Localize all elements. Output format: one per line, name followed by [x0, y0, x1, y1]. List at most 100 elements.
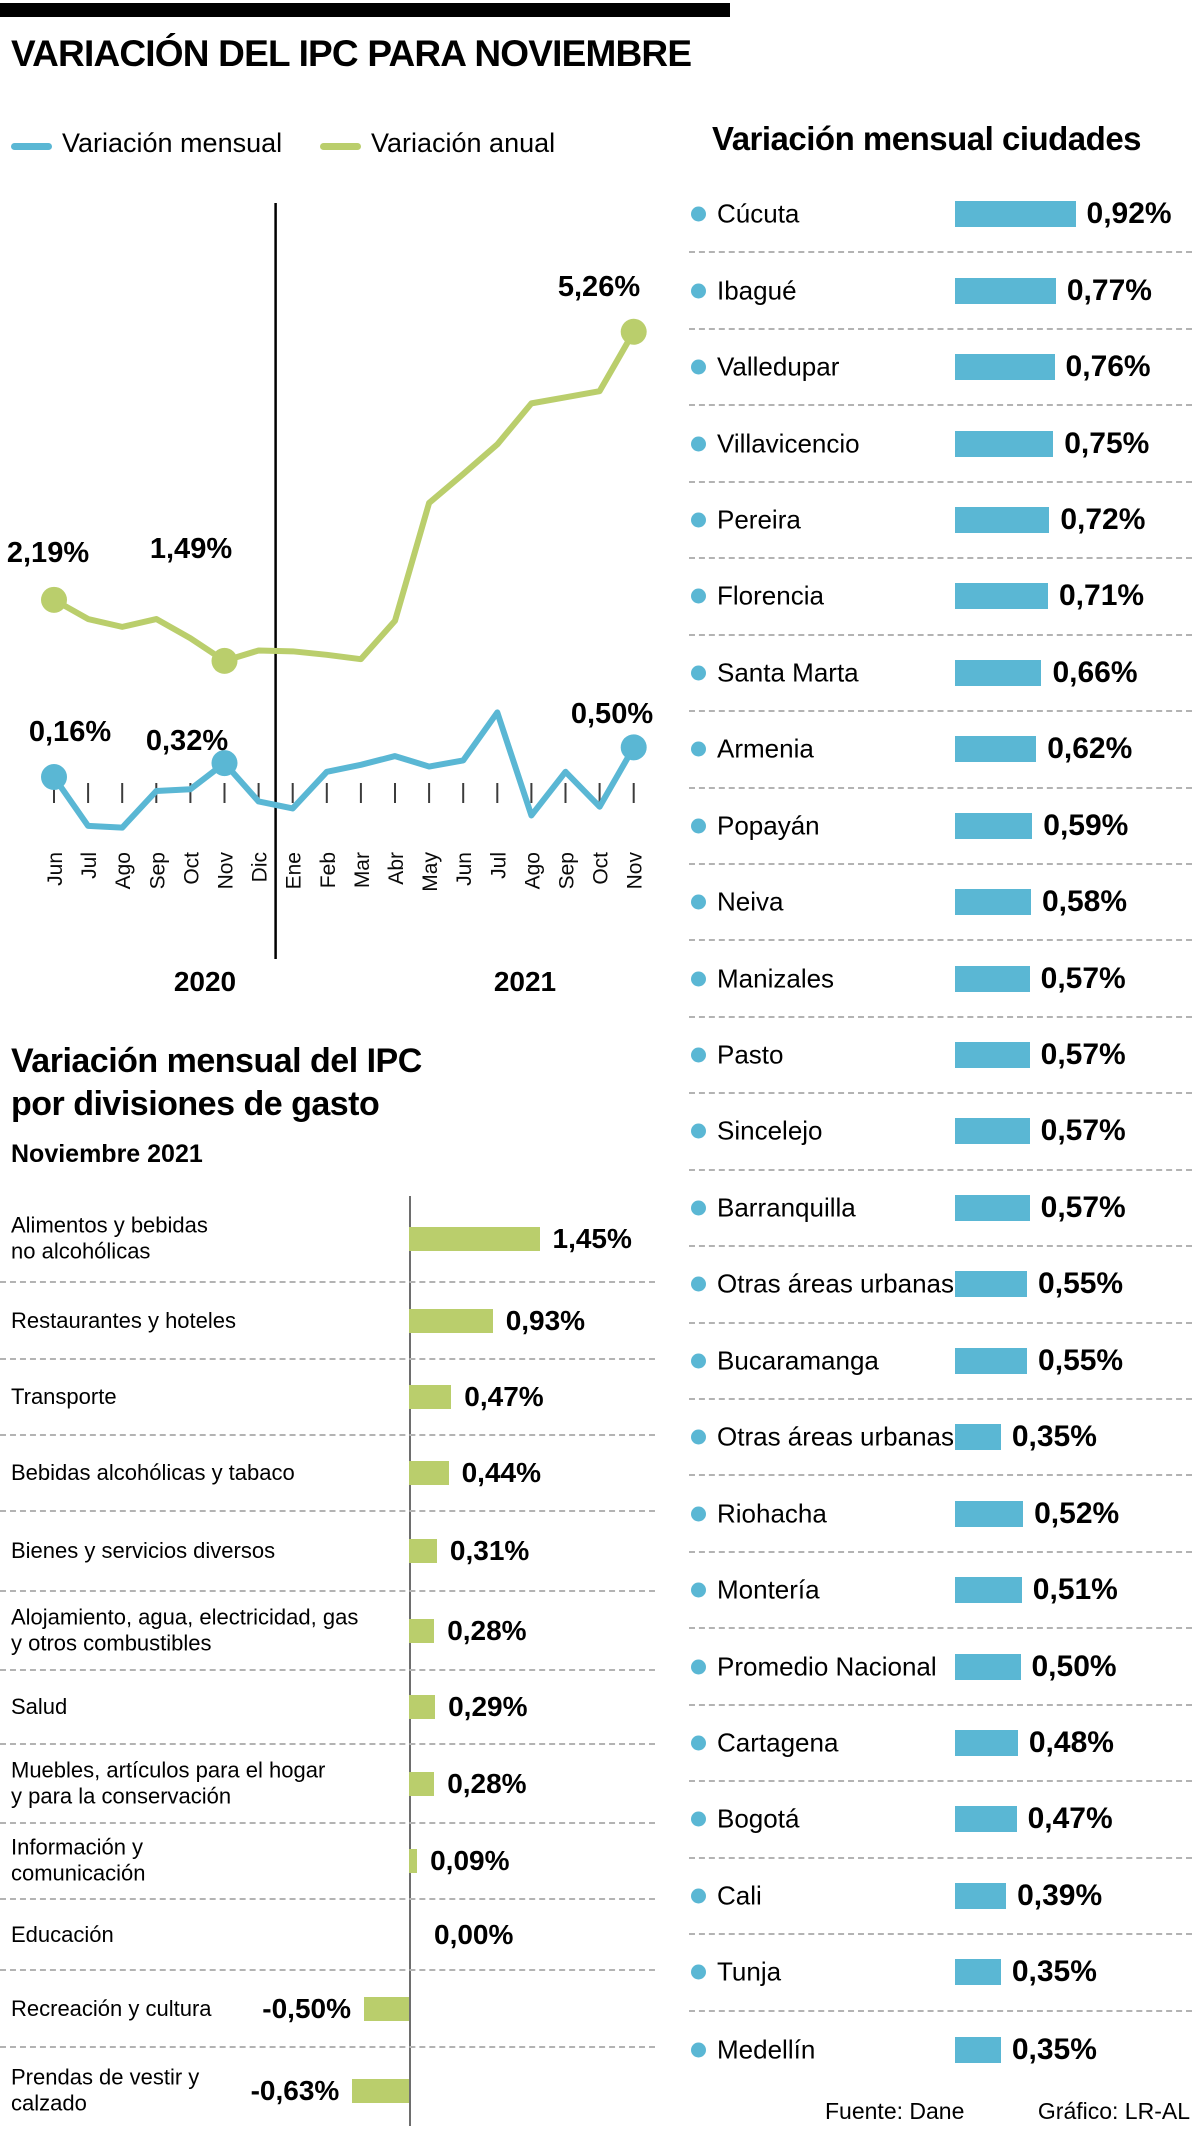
division-bar	[352, 2079, 409, 2103]
city-row: Neiva 0,58%	[689, 865, 1192, 942]
division-label: Alojamiento, agua, electricidad, gas y ot…	[11, 1604, 359, 1656]
city-row: Tunja 0,35%	[689, 1935, 1192, 2012]
division-row: Bienes y servicios diversos 0,31%	[0, 1512, 655, 1592]
x-axis-month-label: Nov	[624, 852, 647, 890]
city-name: Pereira	[717, 504, 801, 535]
city-name: Tunja	[717, 1956, 782, 1987]
city-bar	[955, 1347, 1028, 1374]
data-point-label: 0,16%	[29, 716, 111, 748]
city-value: 0,35%	[1011, 1955, 1097, 1989]
city-value: 0,57%	[1040, 1190, 1126, 1224]
division-bar	[409, 1226, 540, 1251]
city-row: Otras áreas urbanas 0,35%	[689, 1400, 1192, 1477]
city-bullet-icon	[691, 206, 706, 222]
city-name: Neiva	[717, 886, 784, 917]
division-value: 0,00%	[434, 1918, 514, 1950]
city-bar	[955, 812, 1033, 839]
city-bullet-icon	[691, 359, 706, 375]
city-bullet-icon	[691, 1200, 706, 1216]
city-bar	[955, 583, 1048, 610]
division-row: Alimentos y bebidas no alcohólicas 1,45%	[0, 1196, 655, 1283]
city-row: Montería 0,51%	[689, 1553, 1192, 1630]
division-bar	[409, 1308, 493, 1333]
city-row: Santa Marta 0,66%	[689, 636, 1192, 713]
series-marker-dot	[211, 750, 238, 777]
division-value: 0,93%	[505, 1304, 586, 1336]
division-value: 0,47%	[464, 1381, 544, 1412]
division-bar	[409, 1539, 437, 1563]
city-bullet-icon	[691, 1506, 706, 1522]
city-name: Barranquilla	[717, 1192, 856, 1223]
x-axis-month-label: Ene	[283, 852, 306, 889]
annual-series-line	[51, 328, 637, 664]
city-name: Riohacha	[717, 1498, 827, 1529]
division-row: Educación 0,00%	[0, 1900, 655, 1971]
division-row: Transporte 0,47%	[0, 1360, 655, 1436]
city-row: Pasto 0,57%	[689, 1018, 1192, 1095]
division-row: Muebles, artículos para el hogar y para l…	[0, 1745, 655, 1824]
division-row: Bebidas alcohólicas y tabaco 0,44%	[0, 1436, 655, 1512]
city-bar	[955, 1500, 1024, 1527]
city-bar	[955, 1959, 1001, 1986]
division-value: 1,45%	[552, 1222, 632, 1254]
city-value: 0,59%	[1043, 808, 1129, 842]
city-bar	[955, 1271, 1028, 1298]
division-value: 0,44%	[461, 1457, 541, 1488]
division-row: Recreación y cultura -0,50%	[0, 1971, 655, 2048]
ipc-line-chart: Jun Jul Ago Sep Oct Nov Dic Ene Feb Mar Abr May Jun J…	[7, 203, 653, 959]
division-label: Transporte	[11, 1383, 117, 1409]
city-bar	[955, 277, 1056, 304]
city-bar	[955, 1042, 1030, 1069]
division-row: Restaurantes y hoteles 0,93%	[0, 1283, 655, 1360]
city-row: Florencia 0,71%	[689, 559, 1192, 636]
city-name: Medellín	[717, 2034, 816, 2065]
division-value: 0,28%	[447, 1614, 527, 1646]
city-bar	[955, 430, 1054, 457]
city-bullet-icon	[691, 971, 706, 987]
series-marker-dot	[620, 734, 647, 761]
city-name: Cartagena	[717, 1727, 839, 1758]
city-name: Villavicencio	[717, 428, 860, 459]
city-row: Promedio Nacional 0,50%	[689, 1629, 1192, 1706]
city-bullet-icon	[691, 894, 706, 910]
data-point-label: 5,26%	[558, 271, 640, 303]
city-name: Promedio Nacional	[717, 1651, 937, 1682]
division-row: Prendas de vestir y calzado -0,63%	[0, 2048, 655, 2134]
division-label: Alimentos y bebidas no alcohólicas	[11, 1212, 208, 1264]
series-marker-dot	[41, 586, 67, 613]
city-value: 0,62%	[1047, 732, 1133, 766]
city-bar	[955, 1730, 1018, 1757]
city-bar	[955, 736, 1037, 763]
city-bullet-icon	[691, 2042, 706, 2058]
division-value: -0,63%	[250, 2075, 340, 2106]
city-row: Pereira 0,72%	[689, 483, 1192, 560]
legend-annual-line-swatch-icon	[320, 143, 361, 150]
divisions-heading-line2: por divisiones de gasto	[11, 1084, 380, 1123]
city-value: 0,35%	[1011, 2032, 1097, 2066]
monthly-series-line	[51, 709, 637, 831]
city-bar	[955, 1653, 1021, 1680]
city-bullet-icon	[691, 1735, 706, 1751]
data-point-label: 2,19%	[7, 537, 89, 569]
city-value: 0,75%	[1064, 426, 1150, 460]
city-bar	[955, 354, 1055, 381]
city-bar	[955, 1194, 1030, 1221]
city-name: Montería	[717, 1574, 820, 1605]
city-value: 0,39%	[1017, 1878, 1103, 1912]
divisions-heading-line1: Variación mensual del IPC	[11, 1042, 422, 1080]
city-value: 0,72%	[1060, 502, 1146, 536]
footer-credit: Gráfico: LR-AL	[1037, 2098, 1190, 2124]
city-row: Valledupar 0,76%	[689, 330, 1192, 407]
cities-bar-list: Cúcuta 0,92% Ibagué 0,77% Valledupar 0,76% Vil…	[689, 177, 1192, 2088]
city-bullet-icon	[691, 1582, 706, 1598]
city-bullet-icon	[691, 1429, 706, 1445]
city-value: 0,47%	[1027, 1802, 1113, 1836]
city-bar	[955, 1806, 1017, 1833]
division-bar	[409, 1695, 436, 1719]
city-name: Armenia	[717, 733, 814, 764]
division-value: 0,31%	[449, 1535, 530, 1566]
division-value: 0,29%	[448, 1691, 528, 1722]
x-axis-month-label: Nov	[215, 852, 238, 890]
legend-monthly-line-swatch-icon	[11, 143, 52, 150]
city-row: Bucaramanga 0,55%	[689, 1324, 1192, 1401]
